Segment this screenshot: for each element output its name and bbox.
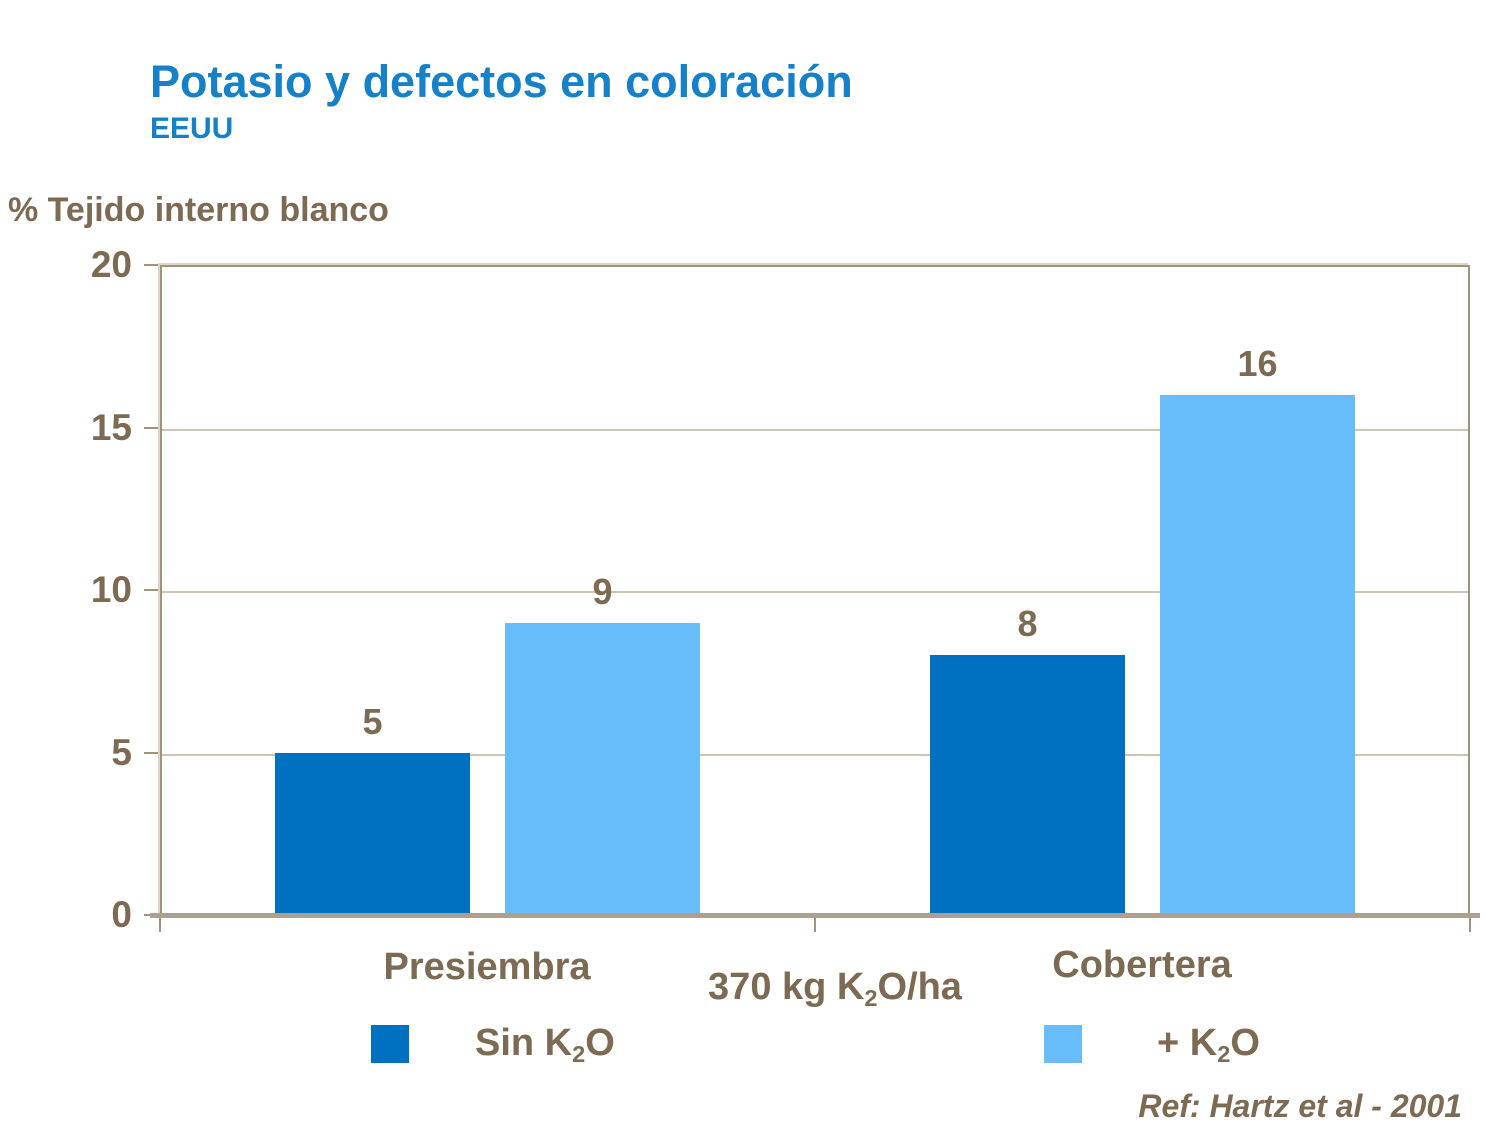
legend-label-subscript: 2 xyxy=(572,1040,586,1067)
center-note: 370 kg K2O/ha xyxy=(635,966,1035,1011)
bar-Sin-K₂O-cobertera xyxy=(930,655,1125,915)
gridline-10 xyxy=(162,591,1468,593)
value-label-presiembra-1: 9 xyxy=(592,570,613,612)
y-tick-mark-15 xyxy=(144,426,158,429)
value-label-cobertera-0: 8 xyxy=(1017,603,1038,644)
y-tick-mark-5 xyxy=(144,751,158,754)
y-tick-label-0: 0 xyxy=(111,894,132,935)
chart-title: Potasio y defectos en coloración xyxy=(150,56,853,107)
x-axis-line xyxy=(150,913,1480,918)
legend-label-post: O xyxy=(585,1022,615,1064)
value-label-cobertera-1: 16 xyxy=(1237,343,1278,384)
center-note-pre: 370 kg K xyxy=(708,966,865,1008)
x-tick-mark-1 xyxy=(814,918,816,932)
y-tick-mark-20 xyxy=(144,264,158,266)
legend-swatch-plus-k2o xyxy=(1044,1024,1082,1063)
bar-+-K₂O-presiembra xyxy=(505,622,700,915)
legend-item-plus-k2o: + K2O xyxy=(1044,1022,1260,1067)
y-tick-label-15: 15 xyxy=(90,406,132,448)
y-tick-mark-10 xyxy=(144,589,158,591)
legend-item-sin-k2o: Sin K2O xyxy=(371,1022,615,1067)
gridline-5 xyxy=(162,753,1468,756)
y-tick-label-5: 5 xyxy=(111,731,132,773)
x-tick-mark-2 xyxy=(1469,918,1471,932)
reference-text: Ref: Hartz et al - 2001 xyxy=(1138,1088,1462,1124)
center-note-subscript: 2 xyxy=(864,984,878,1011)
legend-swatch-sin-k2o xyxy=(371,1024,409,1063)
value-label-presiembra-0: 5 xyxy=(362,700,383,742)
category-label-cobertera: Cobertera xyxy=(1052,944,1232,986)
y-tick-label-10: 10 xyxy=(90,569,132,610)
bar-Sin-K₂O-presiembra xyxy=(275,752,470,915)
chart-subtitle: EEUU xyxy=(150,112,234,145)
center-note-post: O/ha xyxy=(877,966,962,1008)
y-axis-title: % Tejido interno blanco xyxy=(8,191,389,229)
gridline-15 xyxy=(162,428,1468,431)
legend-label-post: O xyxy=(1230,1022,1260,1064)
legend-label-sin-k2o: Sin K2O xyxy=(475,1022,615,1067)
legend-label-plus-k2o: + K2O xyxy=(1157,1022,1260,1067)
category-label-presiembra: Presiembra xyxy=(383,946,591,988)
legend-label-pre: + K xyxy=(1157,1022,1218,1064)
legend-label-subscript: 2 xyxy=(1217,1040,1231,1067)
x-tick-mark-0 xyxy=(159,918,161,932)
legend-label-pre: Sin K xyxy=(475,1022,573,1064)
y-tick-label-20: 20 xyxy=(90,244,132,285)
bar-+-K₂O-cobertera xyxy=(1160,395,1355,915)
